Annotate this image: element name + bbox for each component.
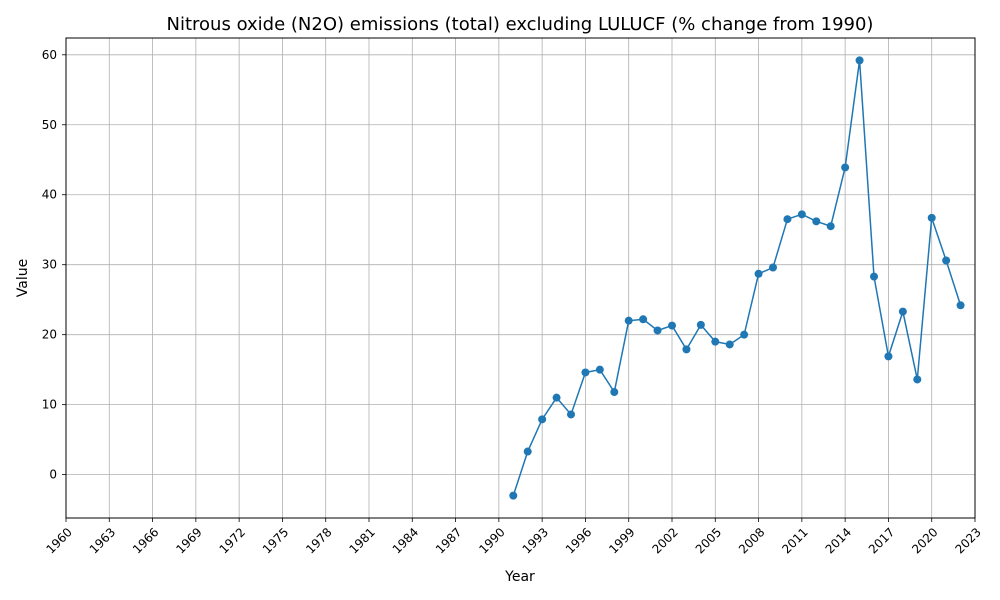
data-point <box>797 210 806 219</box>
data-point <box>653 326 662 335</box>
data-point <box>913 375 922 384</box>
data-point <box>581 368 590 377</box>
y-tick-label: 60 <box>42 48 57 62</box>
x-axis-label: Year <box>504 569 535 585</box>
y-axis-label: Value <box>15 259 31 297</box>
data-point <box>523 447 532 456</box>
y-axis-ticks: 0 10 20 30 40 50 60 <box>42 48 66 482</box>
data-point <box>696 320 705 329</box>
data-point <box>783 215 792 224</box>
data-point <box>870 272 878 281</box>
data-point <box>927 213 936 222</box>
y-tick-label: 40 <box>42 188 57 202</box>
data-point <box>898 307 907 316</box>
data-series <box>509 56 965 500</box>
data-point <box>725 340 734 349</box>
plot-frame <box>65 37 976 519</box>
data-point <box>956 301 965 310</box>
grid-lines <box>65 38 976 518</box>
y-tick-label: 20 <box>42 328 57 342</box>
chart-title: Nitrous oxide (N2O) emissions (total) ex… <box>167 14 874 35</box>
data-point <box>538 415 547 424</box>
data-point <box>552 393 561 402</box>
data-point <box>624 316 633 325</box>
data-point <box>812 217 821 226</box>
data-point <box>740 330 749 339</box>
data-point <box>754 269 763 278</box>
data-point <box>610 388 619 397</box>
y-tick-label: 10 <box>42 398 57 412</box>
y-tick-label: 0 <box>49 468 57 482</box>
y-tick-label: 30 <box>42 258 57 272</box>
data-point <box>682 345 691 354</box>
data-point <box>668 321 676 330</box>
data-point <box>884 352 893 361</box>
data-point <box>826 222 835 231</box>
data-point <box>769 263 777 272</box>
data-point <box>567 410 575 419</box>
y-tick-label: 50 <box>42 118 57 132</box>
data-point <box>711 337 720 346</box>
data-point <box>509 491 518 500</box>
data-point <box>595 365 604 374</box>
data-point <box>841 163 850 172</box>
data-point <box>942 256 951 265</box>
data-point <box>639 315 648 324</box>
data-point <box>855 56 864 65</box>
